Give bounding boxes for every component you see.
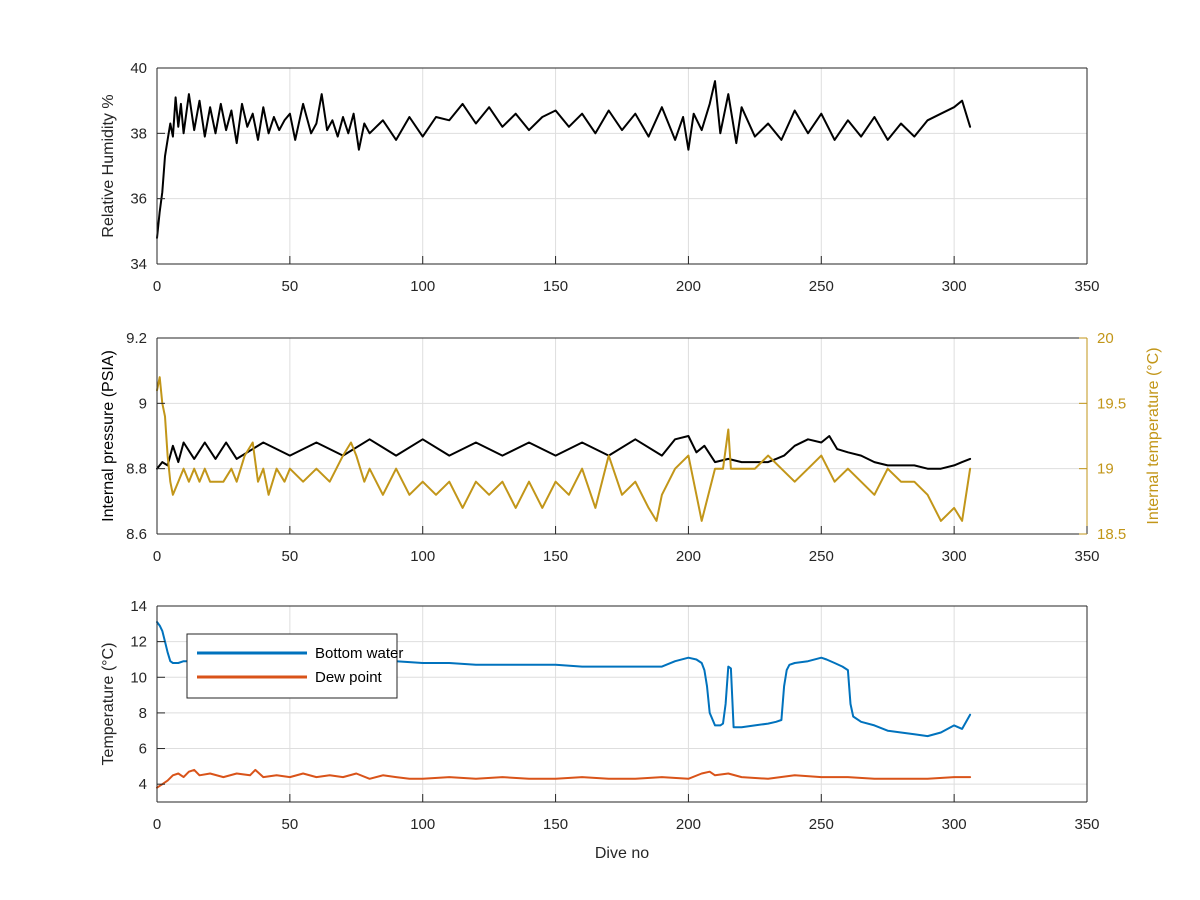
x-tick-label: 100 <box>410 278 435 295</box>
chart-panel-3: 0 50 100 150 200 250 300 350 4 6 8 10 12 14 Temperatur… <box>100 598 1100 862</box>
y-tick-label: 12 <box>130 634 147 651</box>
y-tick-label: 4 <box>139 776 147 793</box>
right-y-tick-label: 20 <box>1097 330 1114 347</box>
y-axis-label: Internal pressure (PSIA) <box>100 350 117 522</box>
y-tick-label: 8.6 <box>126 526 147 543</box>
x-tick-label: 300 <box>942 816 967 833</box>
y-axis-label: Temperature (°C) <box>100 643 117 766</box>
x-tick-label: 100 <box>410 816 435 833</box>
y-tick-label: 8.8 <box>126 461 147 478</box>
right-y-tick-label: 19.5 <box>1097 395 1126 412</box>
y-tick-label: 40 <box>130 60 147 77</box>
y-tick-label: 14 <box>130 598 147 615</box>
x-tick-label: 150 <box>543 278 568 295</box>
series-line-right-2 <box>156 376 972 522</box>
x-tick-label: 300 <box>942 548 967 565</box>
x-axis-label: Dive no <box>595 845 649 862</box>
right-y-tick-label: 19 <box>1097 461 1114 478</box>
x-tick-label: 150 <box>543 816 568 833</box>
x-tick-label: 50 <box>282 548 299 565</box>
x-tick-label: 50 <box>282 816 299 833</box>
x-tick-label: 250 <box>809 278 834 295</box>
chart-panel-2: 0 50 100 150 200 250 300 350 8.6 8.8 9 9.2 18.5 19 19.… <box>100 330 1162 565</box>
x-tick-label: 200 <box>676 548 701 565</box>
x-tick-label: 50 <box>282 278 299 295</box>
series-line-dew-point <box>156 768 972 789</box>
x-tick-label: 200 <box>676 278 701 295</box>
y-tick-label: 9.2 <box>126 330 147 347</box>
y-axis-label: Relative Humidity % <box>100 94 117 237</box>
x-tick-label: 250 <box>809 548 834 565</box>
y-tick-label: 9 <box>139 395 147 412</box>
right-y-axis-label: Internal temperature (°C) <box>1145 347 1162 524</box>
series-line-left-1 <box>156 435 972 470</box>
legend-label: Dew point <box>315 669 383 686</box>
chart-panel-1: 0 50 100 150 200 250 300 350 34 36 38 40 Relative Hu… <box>100 60 1100 295</box>
x-tick-label: 100 <box>410 548 435 565</box>
series-line-main-1 <box>156 80 972 239</box>
plot-area <box>157 338 1087 534</box>
legend: Bottom water Dew point <box>186 633 403 699</box>
x-tick-label: 350 <box>1074 278 1099 295</box>
y-tick-label: 38 <box>130 125 147 142</box>
x-tick-label: 150 <box>543 548 568 565</box>
x-tick-label: 300 <box>942 278 967 295</box>
y-tick-label: 34 <box>130 256 147 273</box>
x-tick-label: 250 <box>809 816 834 833</box>
y-tick-label: 8 <box>139 705 147 722</box>
right-y-tick-label: 18.5 <box>1097 526 1126 543</box>
y-tick-label: 10 <box>130 669 147 686</box>
x-tick-label: 200 <box>676 816 701 833</box>
y-tick-label: 36 <box>130 191 147 208</box>
x-tick-label: 0 <box>153 278 161 295</box>
legend-box <box>186 633 398 699</box>
x-tick-label: 350 <box>1074 816 1099 833</box>
x-tick-label: 0 <box>153 548 161 565</box>
legend-label: Bottom water <box>315 645 403 662</box>
x-tick-label: 0 <box>153 816 161 833</box>
x-tick-label: 350 <box>1074 548 1099 565</box>
y-tick-label: 6 <box>139 741 147 758</box>
plot-area <box>157 68 1087 264</box>
